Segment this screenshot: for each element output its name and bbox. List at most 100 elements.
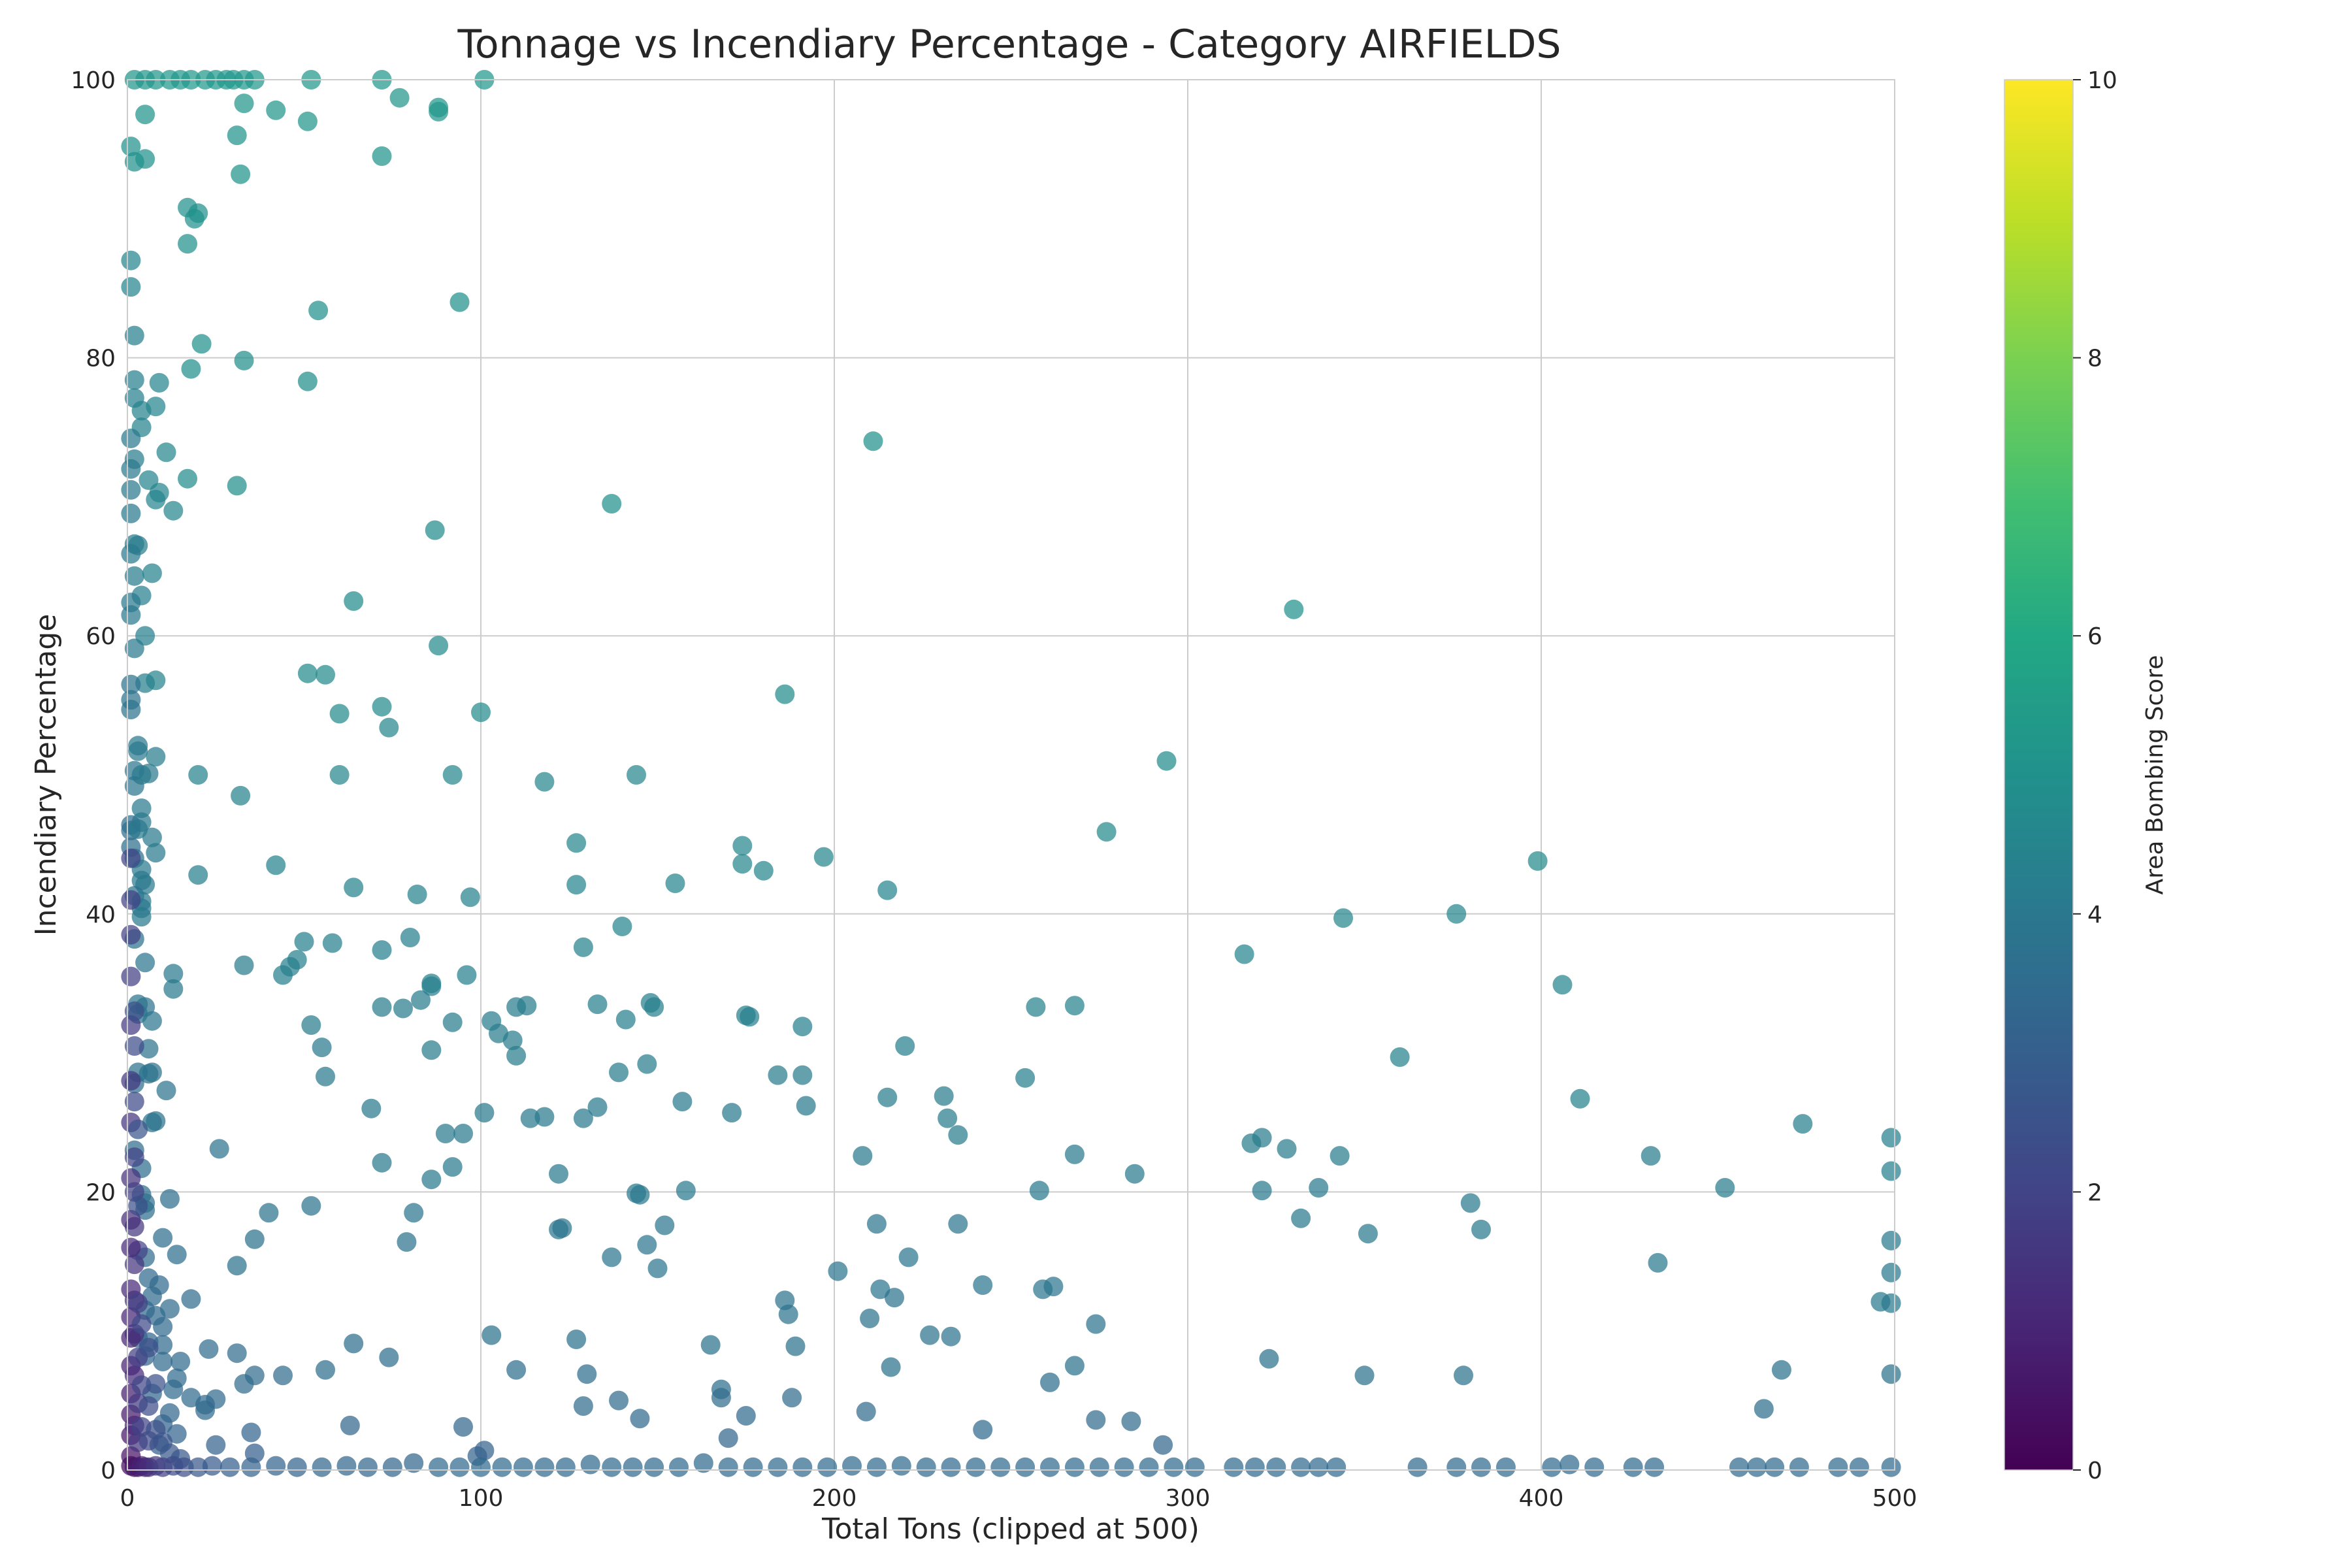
- y-axis-ticks: 0 20 40 60 80 100: [71, 67, 116, 1484]
- y-tick-label: 20: [86, 1179, 116, 1206]
- data-point: [860, 1309, 880, 1328]
- data-point: [1086, 1314, 1106, 1334]
- data-point: [898, 1247, 919, 1267]
- data-point: [647, 1258, 668, 1279]
- data-point: [167, 1245, 187, 1265]
- data-point: [372, 696, 392, 717]
- data-point: [474, 1103, 495, 1123]
- data-point: [753, 860, 774, 881]
- data-point: [146, 1374, 166, 1394]
- data-point: [188, 765, 208, 785]
- grid: [127, 79, 1895, 1471]
- data-point: [920, 1325, 940, 1345]
- data-point: [121, 137, 141, 157]
- data-point: [1407, 1457, 1428, 1477]
- data-point: [231, 164, 251, 184]
- data-point: [379, 717, 399, 738]
- data-point: [407, 885, 427, 904]
- data-point: [736, 1406, 756, 1426]
- data-point: [587, 1097, 608, 1117]
- data-point: [1881, 1293, 1901, 1313]
- data-point: [121, 429, 141, 448]
- data-point: [1224, 1457, 1244, 1477]
- data-point: [124, 325, 144, 346]
- data-point: [941, 1326, 961, 1347]
- colorbar-tick-label: 4: [2087, 902, 2102, 928]
- data-point: [139, 1337, 159, 1358]
- data-point: [178, 468, 197, 489]
- data-point: [549, 1164, 568, 1184]
- data-point: [442, 1157, 463, 1177]
- data-point: [121, 503, 141, 523]
- data-point: [1309, 1178, 1329, 1198]
- data-point: [146, 397, 166, 417]
- data-point: [227, 1343, 247, 1364]
- data-point: [393, 998, 413, 1019]
- data-point: [146, 843, 166, 863]
- data-point: [382, 1457, 402, 1477]
- data-point: [1641, 1146, 1661, 1166]
- data-point: [149, 372, 169, 393]
- data-point: [139, 763, 159, 783]
- data-point: [1241, 1133, 1262, 1153]
- data-point: [421, 976, 442, 996]
- data-point: [153, 1228, 173, 1248]
- data-point: [435, 1124, 455, 1143]
- data-point: [178, 234, 197, 254]
- data-point: [449, 1457, 470, 1477]
- data-point: [308, 301, 329, 321]
- data-point: [602, 1247, 622, 1267]
- data-point: [429, 1457, 449, 1477]
- data-point: [577, 1364, 597, 1384]
- data-point: [421, 1040, 442, 1060]
- data-point: [1121, 1411, 1141, 1431]
- data-point: [1156, 751, 1177, 771]
- data-point: [842, 1456, 862, 1476]
- data-point: [121, 848, 141, 868]
- data-point: [159, 1299, 180, 1319]
- data-point: [1064, 1356, 1085, 1376]
- data-point: [1495, 1457, 1516, 1477]
- data-point: [609, 1390, 629, 1411]
- data-point: [121, 544, 141, 564]
- data-point: [241, 1422, 261, 1443]
- data-point: [1277, 1139, 1297, 1159]
- data-point: [181, 359, 201, 379]
- data-point: [372, 1152, 392, 1173]
- data-point: [1446, 904, 1467, 924]
- data-point: [121, 250, 141, 270]
- data-point: [171, 1352, 191, 1371]
- data-point: [1446, 1457, 1467, 1477]
- data-point: [146, 489, 166, 510]
- data-point: [1747, 1457, 1767, 1477]
- data-point: [1765, 1457, 1785, 1477]
- data-point: [397, 1232, 417, 1252]
- data-point: [1527, 851, 1548, 871]
- data-point: [1064, 996, 1085, 1016]
- data-point: [312, 1037, 332, 1058]
- data-point: [1089, 1457, 1109, 1477]
- data-point: [425, 520, 445, 540]
- data-point: [206, 1435, 226, 1455]
- data-point: [163, 979, 184, 999]
- data-point: [142, 563, 162, 583]
- data-point: [244, 1229, 265, 1249]
- data-point: [482, 1325, 502, 1345]
- data-point: [637, 1054, 657, 1074]
- data-point: [700, 1335, 721, 1355]
- data-point: [1771, 1360, 1791, 1380]
- data-point: [1881, 1128, 1901, 1148]
- data-point: [188, 1457, 208, 1477]
- data-point: [580, 1454, 600, 1475]
- data-point: [316, 664, 335, 685]
- data-point: [1184, 1457, 1205, 1477]
- data-point: [234, 955, 254, 975]
- x-tick-label: 200: [812, 1485, 857, 1512]
- data-point: [785, 1336, 806, 1356]
- data-point: [1015, 1457, 1036, 1477]
- data-point: [1153, 1435, 1173, 1455]
- data-point: [885, 1288, 904, 1308]
- data-point: [442, 765, 463, 785]
- data-point: [153, 1352, 173, 1371]
- data-point: [792, 1017, 813, 1037]
